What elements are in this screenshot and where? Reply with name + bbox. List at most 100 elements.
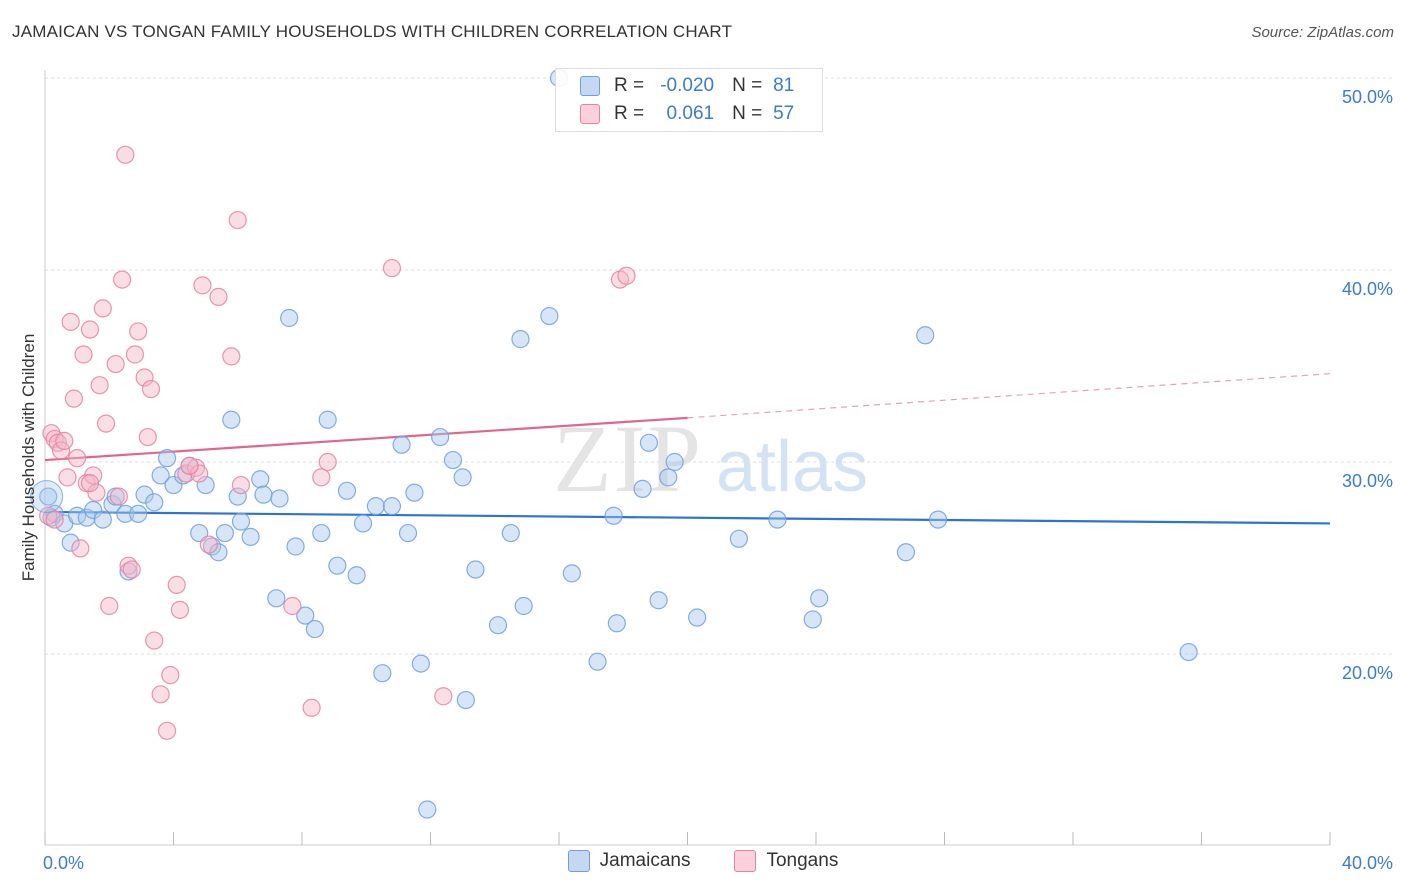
point-tongans <box>129 322 148 341</box>
y-tick-label: 40.0% <box>1342 279 1393 299</box>
point-jamaicans <box>431 427 450 447</box>
point-tongans <box>71 539 90 558</box>
point-jamaicans <box>604 506 623 525</box>
legend-row-tongans: R = 0.061 N = 57 <box>556 100 794 128</box>
point-tongans <box>186 458 206 477</box>
point-jamaicans <box>145 493 164 512</box>
point-jamaicans <box>119 562 138 581</box>
point-tongans <box>96 414 116 433</box>
x-tick-labels: 0.0% 40.0% <box>43 853 1393 873</box>
point-jamaicans <box>514 596 533 616</box>
point-tongans <box>116 145 135 164</box>
gridlines <box>45 77 1392 655</box>
source-label: Source: ZipAtlas.com <box>1251 24 1394 41</box>
point-tongans <box>125 345 145 364</box>
point-tongans <box>145 631 164 650</box>
point-tongans <box>68 449 87 468</box>
point-tongans <box>170 600 190 619</box>
point-jamaicans <box>93 510 112 529</box>
trend-lines <box>44 373 1331 525</box>
point-tongans <box>93 299 112 318</box>
point-jamaicans <box>318 410 337 429</box>
point-jamaicans <box>39 487 58 506</box>
point-tongans <box>157 721 177 740</box>
point-tongans <box>228 210 247 230</box>
point-jamaicans <box>373 664 392 683</box>
legend-r-value: -0.020 <box>660 75 715 96</box>
point-tongans <box>312 468 331 487</box>
point-jamaicans <box>688 608 707 627</box>
y-tick-label: 50.0% <box>1342 87 1393 107</box>
point-jamaicans <box>267 589 286 608</box>
point-jamaicans <box>588 652 607 671</box>
point-jamaicans <box>312 523 331 543</box>
trend-line-jamaicans <box>44 510 1331 525</box>
axes <box>44 70 1331 846</box>
point-jamaicans <box>286 537 305 556</box>
point-jamaicans <box>196 475 215 495</box>
y-tick-labels: 20.0% 30.0% 40.0% 50.0% <box>1342 87 1393 683</box>
point-jamaicans <box>511 330 530 349</box>
point-jamaicans <box>228 487 247 506</box>
point-tongans <box>151 685 170 704</box>
point-tongans <box>80 320 100 339</box>
trend-line-tongans <box>44 416 688 462</box>
legend-swatch-tongans <box>734 850 757 872</box>
point-jamaicans <box>1179 642 1198 662</box>
legend-item-tongans[interactable]: Tongans <box>734 850 838 872</box>
point-jamaicans <box>501 523 520 543</box>
point-jamaicans <box>222 410 241 429</box>
point-tongans <box>231 475 251 495</box>
point-jamaicans <box>231 512 251 531</box>
y-axis-label: Family Households with Children <box>19 334 38 582</box>
x-tick-label: 40.0% <box>1342 853 1393 873</box>
point-tongans <box>109 487 128 506</box>
point-jamaicans <box>810 589 829 608</box>
point-jamaicans <box>61 533 80 552</box>
point-tongans <box>382 258 402 278</box>
stats-legend: R = -0.020 N = 81 R = 0.061 N = 57 <box>555 68 823 132</box>
point-tongans <box>209 287 228 306</box>
point-jamaicans <box>305 619 324 639</box>
watermark-atlas: atlas <box>716 427 868 507</box>
point-tongans <box>138 427 157 447</box>
point-tongans <box>58 468 77 487</box>
point-jamaicans <box>405 483 424 502</box>
point-jamaicans <box>896 543 916 562</box>
point-jamaicans <box>135 485 154 504</box>
legend-item-jamaicans[interactable]: Jamaicans <box>567 850 691 872</box>
point-jamaicans <box>443 450 463 470</box>
point-jamaicans <box>270 489 289 508</box>
point-jamaicans <box>45 504 64 523</box>
point-tongans <box>193 276 212 295</box>
point-jamaicans <box>241 527 260 546</box>
point-jamaicans <box>382 497 402 516</box>
point-jamaicans <box>215 523 234 543</box>
point-tongans <box>180 456 199 475</box>
point-jamaicans <box>540 306 559 326</box>
y-tick-label: 20.0% <box>1342 663 1393 683</box>
point-jamaicans <box>659 468 678 487</box>
legend-n-label: N = <box>732 75 763 96</box>
point-jamaicans <box>116 504 135 523</box>
legend-n-value: 81 <box>773 75 795 96</box>
point-jamaicans <box>280 308 299 328</box>
point-jamaicans <box>916 326 935 345</box>
x-tick-label: 0.0% <box>43 853 84 873</box>
point-tongans <box>122 560 141 579</box>
legend-r-label: R = <box>614 103 645 124</box>
point-jamaicans <box>296 606 315 625</box>
legend-swatch-jamaicans <box>567 850 590 872</box>
point-jamaicans <box>151 466 170 485</box>
point-tongans <box>161 666 180 685</box>
point-jamaicans <box>418 800 437 819</box>
legend-label-jamaicans: Jamaicans <box>599 850 691 871</box>
point-jamaicans <box>607 614 626 633</box>
data-points <box>30 68 1198 819</box>
point-jamaicans <box>254 485 273 504</box>
point-tongans <box>199 535 218 554</box>
legend-label-tongans: Tongans <box>766 850 839 871</box>
point-jamaicans <box>347 566 366 585</box>
point-jamaicans <box>157 449 177 468</box>
point-jamaicans <box>30 479 64 514</box>
